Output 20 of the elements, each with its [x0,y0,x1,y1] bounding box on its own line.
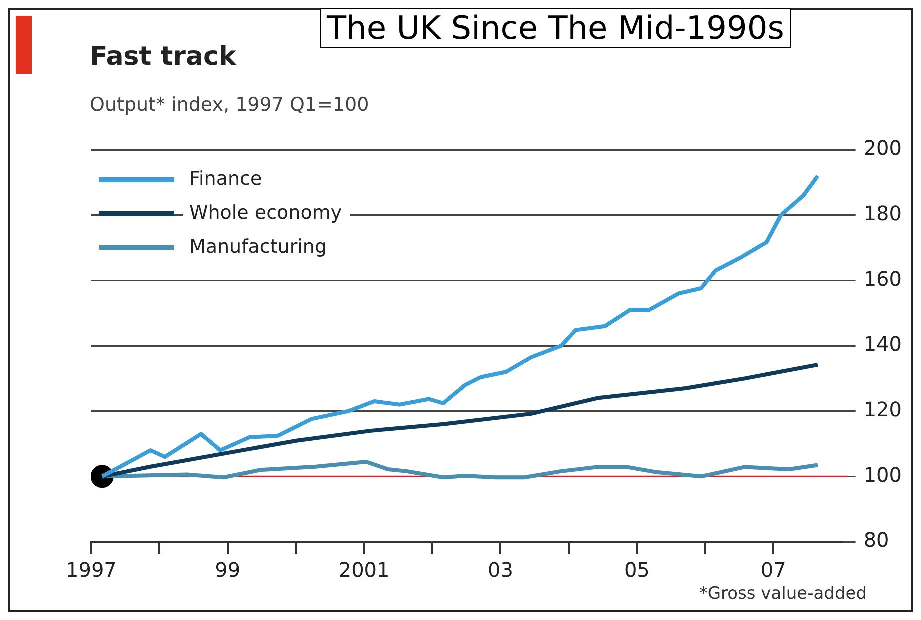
chart-title: Fast track [90,42,236,72]
x-tick-label: 99 [215,558,241,582]
y-tick-label: 80 [864,528,890,552]
chart-subtitle: Output* index, 1997 Q1=100 [90,94,370,116]
legend-label: Finance [189,168,262,190]
y-tick-label: 140 [864,332,902,356]
x-tick-label: 07 [760,558,786,582]
x-tick-label: 03 [488,558,514,582]
y-tick-label: 100 [864,462,902,487]
y-tick-label: 180 [864,202,902,226]
y-tick-label: 120 [864,398,902,422]
x-tick-label: 05 [624,558,650,582]
legend-label: Manufacturing [189,236,328,258]
y-tick-label: 160 [864,266,902,291]
text: *Gross value-added [699,584,867,604]
text: The UK Since The Mid-1990s [320,8,792,48]
legend-label: Whole economy [189,202,342,224]
y-tick-label: 200 [864,136,902,160]
x-tick-label: 1997 [66,558,117,582]
x-tick-label: 2001 [338,558,390,582]
